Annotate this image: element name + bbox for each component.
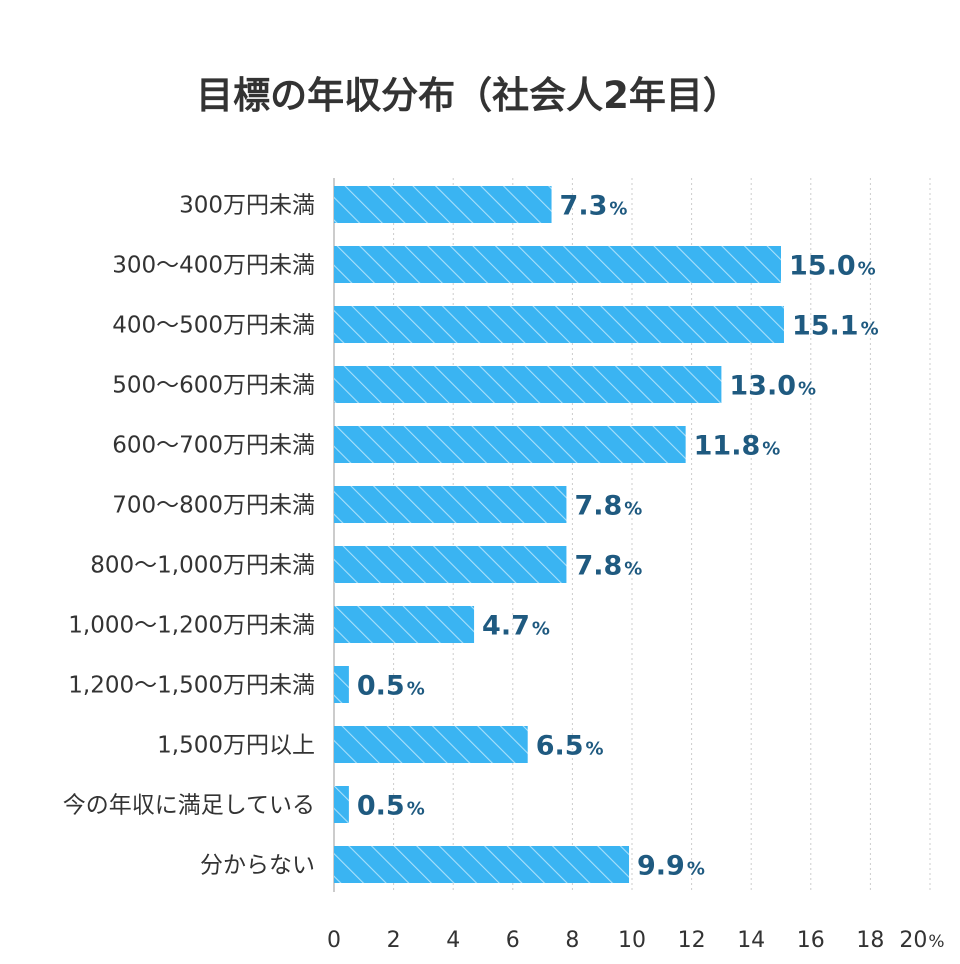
category-label: 300万円未満 <box>179 193 315 219</box>
bar <box>334 546 567 583</box>
bar <box>334 426 686 463</box>
category-label: 分からない <box>200 853 315 879</box>
category-labels: 300万円未満 300〜400万円未満 400〜500万円未満 500〜600万円未満… <box>63 193 315 879</box>
value-labels: 7.3 % 15.0 % 15.1 % 13.0 % 11.8 % 7.8 % 7.8 % 4.7 % 0.5%… <box>357 191 879 882</box>
bar <box>334 786 349 823</box>
x-tick-label: 4 <box>446 928 460 953</box>
x-tick-label: 20% <box>899 928 944 953</box>
value-label: 0.5% <box>357 671 425 702</box>
chart-title: 目標の年収分布（社会人2年目） <box>196 74 740 117</box>
category-label: 1,000〜1,200万円未満 <box>68 613 315 639</box>
value-label: 0.5% <box>357 791 425 822</box>
value-label: 7.3% <box>560 191 628 222</box>
category-label: 500〜600万円未満 <box>112 373 315 399</box>
bar <box>334 246 781 283</box>
x-tick-label: 6 <box>506 928 520 953</box>
x-tick-label: 10 <box>618 928 646 953</box>
bar <box>334 666 349 703</box>
bar <box>334 606 475 643</box>
bar <box>334 486 567 523</box>
bar <box>334 366 722 403</box>
value-label: 9.9% <box>637 851 705 882</box>
gridlines <box>333 178 931 892</box>
value-label: 11.8% <box>694 431 781 462</box>
value-label: 7.8% <box>574 491 642 522</box>
category-label: 600〜700万円未満 <box>112 433 315 459</box>
value-label: 4.7% <box>482 611 550 642</box>
x-tick-label: 12 <box>678 928 706 953</box>
category-label: 700〜800万円未満 <box>112 493 315 519</box>
category-label: 1,500万円以上 <box>157 733 315 759</box>
category-label: 800〜1,000万円未満 <box>90 553 315 579</box>
bar <box>334 726 528 763</box>
x-tick-label: 8 <box>565 928 579 953</box>
value-label: 15.0% <box>789 251 876 282</box>
category-label: 400〜500万円未満 <box>112 313 315 339</box>
value-label: 13.0% <box>729 371 816 402</box>
value-label: 7.8% <box>574 551 642 582</box>
value-label: 6.5% <box>536 731 604 762</box>
x-tick-label: 2 <box>387 928 401 953</box>
value-label: 15.1% <box>792 311 879 342</box>
x-tick-label: 16 <box>797 928 825 953</box>
bar <box>334 186 552 223</box>
category-label: 300〜400万円未満 <box>112 253 315 279</box>
bar <box>334 846 630 883</box>
x-tick-label: 14 <box>737 928 765 953</box>
bar <box>334 306 784 343</box>
category-label: 1,200〜1,500万円未満 <box>68 673 315 699</box>
bars <box>334 186 784 883</box>
x-axis-ticks: 0 2 4 6 8 10 12 14 16 18 20% <box>327 928 945 953</box>
category-label: 今の年収に満足している <box>63 793 315 819</box>
x-tick-label: 18 <box>856 928 884 953</box>
x-tick-label: 0 <box>327 928 341 953</box>
